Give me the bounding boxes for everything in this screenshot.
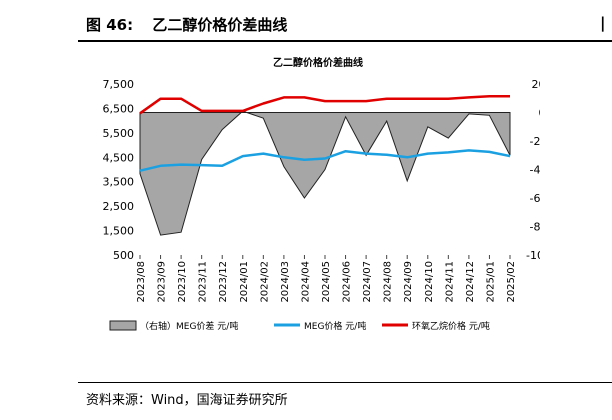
x-tick-label: 2024/08 [383, 261, 394, 303]
chart-panel: 乙二醇价格价差曲线 7,500 6,500 5,500 4,500 3,500 2,500… [82, 50, 558, 338]
right-tick-label: -400 [530, 164, 540, 177]
legend-label-spread: （右轴）MEG价差 元/吨 [140, 320, 238, 332]
x-tick-label: 2024/05 [321, 261, 332, 303]
x-tick-label: 2023/08 [136, 261, 147, 303]
left-tick-label: 4,500 [103, 151, 135, 164]
right-tick-label: -600 [530, 192, 540, 205]
left-tick-label: 5,500 [103, 127, 135, 140]
left-tick-label: 7,500 [103, 78, 135, 91]
right-tick-label: -800 [530, 221, 540, 234]
legend-label-meg: MEG价格 元/吨 [304, 320, 366, 332]
x-tick-label: 2024/10 [424, 261, 435, 303]
x-tick-label: 2024/03 [280, 261, 291, 303]
x-tick-label: 2023/12 [218, 261, 229, 303]
left-tick-label: 1,500 [103, 225, 135, 238]
x-tick-label: 2024/02 [259, 261, 270, 303]
x-tick-label: 2024/12 [465, 261, 476, 303]
figure-label: 图 46: [86, 16, 134, 34]
x-tick-label: 2024/04 [300, 261, 311, 303]
left-tick-label: 500 [113, 249, 134, 262]
x-tick-label: 2023/10 [177, 261, 188, 303]
meg-price-line [139, 149, 511, 172]
legend: （右轴）MEG价差 元/吨 MEG价格 元/吨 环氧乙烷价格 元/吨 [109, 320, 490, 332]
legend-label-eo: 环氧乙烷价格 元/吨 [412, 320, 490, 332]
x-axis: 2023/08 2023/09 2023/10 2023/11 2023/12 2024/… [136, 255, 517, 303]
x-tick-label: 2025/02 [506, 261, 517, 303]
x-tick-label: 2024/11 [444, 261, 455, 303]
x-tick-label: 2023/09 [157, 261, 168, 303]
footer-rule [78, 382, 612, 383]
x-tick-label: 2024/06 [342, 261, 353, 303]
chart-svg: 乙二醇价格价差曲线 7,500 6,500 5,500 4,500 3,500 2,500… [103, 56, 558, 332]
left-tick-label: 2,500 [103, 200, 135, 213]
x-tick-label: 2024/09 [403, 261, 414, 303]
right-tick-label: -200 [530, 135, 540, 148]
x-tick-label: 2023/11 [198, 261, 209, 303]
x-tick-label: 2025/01 [485, 261, 496, 303]
legend-swatch-spread [109, 320, 137, 331]
figure-title: 乙二醇价格价差曲线 [152, 16, 288, 34]
adjacent-figure-stub: | [600, 14, 606, 32]
figure-header: 图 46: 乙二醇价格价差曲线 [86, 14, 287, 35]
source-note: 资料来源：Wind，国海证券研究所 [86, 393, 288, 408]
left-tick-label: 6,500 [103, 102, 135, 115]
right-tick-label: 200 [532, 78, 541, 91]
spread-area-series [139, 110, 511, 236]
chart-title: 乙二醇价格价差曲线 [273, 56, 363, 69]
x-tick-label: 2024/01 [239, 261, 250, 303]
right-tick-label: 0 [539, 107, 541, 120]
eo-price-line [139, 94, 510, 115]
left-axis: 7,500 6,500 5,500 4,500 3,500 2,500 1,500 500 [103, 78, 135, 262]
x-tick-label: 2024/07 [362, 261, 373, 303]
right-axis: 200 0 -200 -400 -600 -800 -1000 [526, 78, 558, 262]
plot-area [139, 94, 511, 236]
left-tick-label: 3,500 [103, 176, 135, 189]
right-tick-label: -1000 [526, 249, 540, 262]
header-rule [78, 40, 612, 42]
